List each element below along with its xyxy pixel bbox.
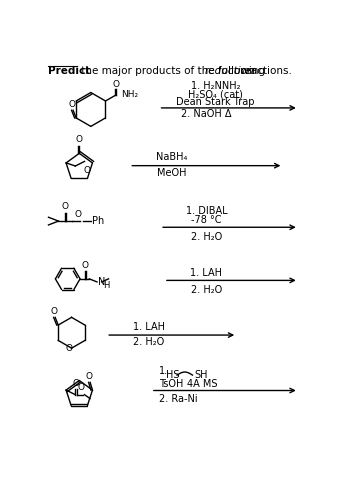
Text: HS: HS <box>166 370 179 380</box>
Text: MeOH: MeOH <box>157 168 187 178</box>
Text: 4A MS: 4A MS <box>187 379 218 389</box>
Text: NaBH₄: NaBH₄ <box>156 152 187 162</box>
Text: Ph: Ph <box>92 216 105 226</box>
Text: O: O <box>75 135 82 144</box>
Text: Predict: Predict <box>48 65 91 76</box>
Text: O: O <box>112 80 119 89</box>
Text: the major products of the following: the major products of the following <box>78 65 268 76</box>
Text: O: O <box>74 210 81 219</box>
Text: reactions.: reactions. <box>237 65 292 76</box>
Text: SH: SH <box>194 370 208 380</box>
Text: 1. DIBAL: 1. DIBAL <box>186 206 227 216</box>
Text: O: O <box>82 260 89 270</box>
Text: O: O <box>72 379 79 388</box>
Text: TsOH: TsOH <box>159 379 183 389</box>
Text: 1. H₂NNH₂: 1. H₂NNH₂ <box>191 81 240 92</box>
Text: 1. LAH: 1. LAH <box>133 322 165 332</box>
Text: H: H <box>103 281 110 290</box>
Text: Dean Stark Trap: Dean Stark Trap <box>176 97 255 107</box>
Text: 2. NaOH Δ: 2. NaOH Δ <box>181 109 232 119</box>
Text: O: O <box>51 307 58 316</box>
Text: O: O <box>86 372 93 381</box>
Text: N: N <box>98 277 105 287</box>
Text: reduction: reduction <box>205 65 254 76</box>
Text: O: O <box>83 166 90 175</box>
Text: 1. LAH: 1. LAH <box>190 268 222 278</box>
Text: 1.: 1. <box>159 366 168 376</box>
Text: O: O <box>68 100 75 109</box>
Text: NH₂: NH₂ <box>121 90 138 99</box>
Text: 2. H₂O: 2. H₂O <box>191 285 222 295</box>
Text: 2. H₂O: 2. H₂O <box>133 337 164 347</box>
Text: O: O <box>62 202 69 211</box>
Text: -78 °C: -78 °C <box>191 214 222 225</box>
Text: 2. H₂O: 2. H₂O <box>191 232 222 242</box>
Text: H₂SO₄ (cat): H₂SO₄ (cat) <box>188 89 243 99</box>
Text: 2. Ra-Ni: 2. Ra-Ni <box>159 394 197 404</box>
Text: O: O <box>77 383 84 393</box>
Text: O: O <box>66 345 73 353</box>
